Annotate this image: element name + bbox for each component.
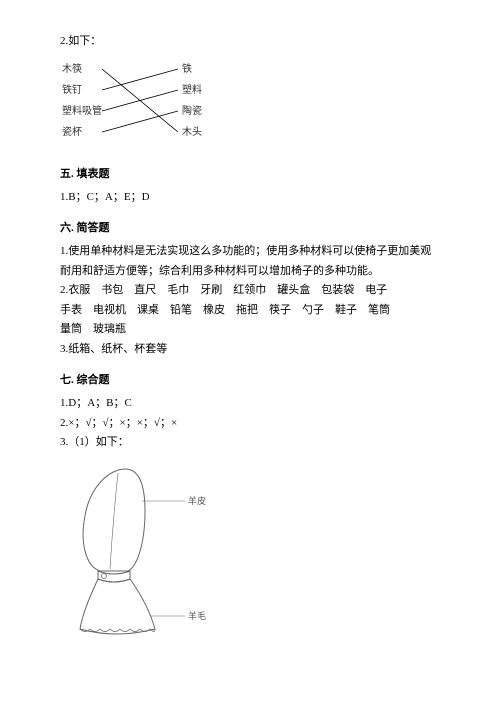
section7-answer2: 2.×；√；√；×；×；√；× <box>60 415 440 432</box>
glove-svg: 羊皮羊毛 <box>60 461 230 646</box>
item2-title: 2.如下： <box>60 33 440 50</box>
svg-text:木头: 木头 <box>182 126 202 138</box>
section5-heading: 五. 填表题 <box>60 165 440 181</box>
section6-answer2-line3: 量筒 玻璃瓶 <box>60 321 440 338</box>
matching-diagram: 木筷铁钉塑料吸管瓷杯 铁塑料陶瓷木头 <box>60 60 440 151</box>
svg-text:陶瓷: 陶瓷 <box>182 104 202 117</box>
svg-text:铁: 铁 <box>182 62 192 75</box>
glove-diagram: 羊皮羊毛 <box>60 461 440 649</box>
svg-text:塑料吸管: 塑料吸管 <box>62 104 102 117</box>
svg-text:木筷: 木筷 <box>62 62 82 75</box>
svg-text:瓷杯: 瓷杯 <box>62 125 82 138</box>
svg-text:铁钉: 铁钉 <box>62 83 82 96</box>
section6-answer1-line1: 1.使用单种材料是无法实现这么多功能的；使用多种材料可以使椅子更加美观 <box>60 243 440 260</box>
section6-answer2-line1: 2.衣服 书包 直尺 毛巾 牙刷 红领巾 罐头盒 包装袋 电子 <box>60 282 440 299</box>
section7-heading: 七. 综合题 <box>60 371 440 387</box>
section6-heading: 六. 简答题 <box>60 219 440 235</box>
section7-answer1: 1.D；A；B；C <box>60 395 440 412</box>
section5-answer1: 1.B；C；A；E；D <box>60 189 440 206</box>
section6-answer3: 3.纸箱、纸杯、杯套等 <box>60 341 440 358</box>
svg-text:羊皮: 羊皮 <box>188 495 206 506</box>
section6-answer2-line2: 手表 电视机 课桌 铅笔 橡皮 拖把 筷子 勺子 鞋子 笔筒 <box>60 302 440 319</box>
svg-text:羊毛: 羊毛 <box>188 610 206 621</box>
section6-answer1-line2: 耐用和舒适方便等；综合利用多种材料可以增加椅子的多种功能。 <box>60 263 440 280</box>
section7-answer3: 3.（1）如下： <box>60 434 440 451</box>
svg-text:塑料: 塑料 <box>182 83 202 96</box>
matching-svg: 木筷铁钉塑料吸管瓷杯 铁塑料陶瓷木头 <box>60 60 220 148</box>
